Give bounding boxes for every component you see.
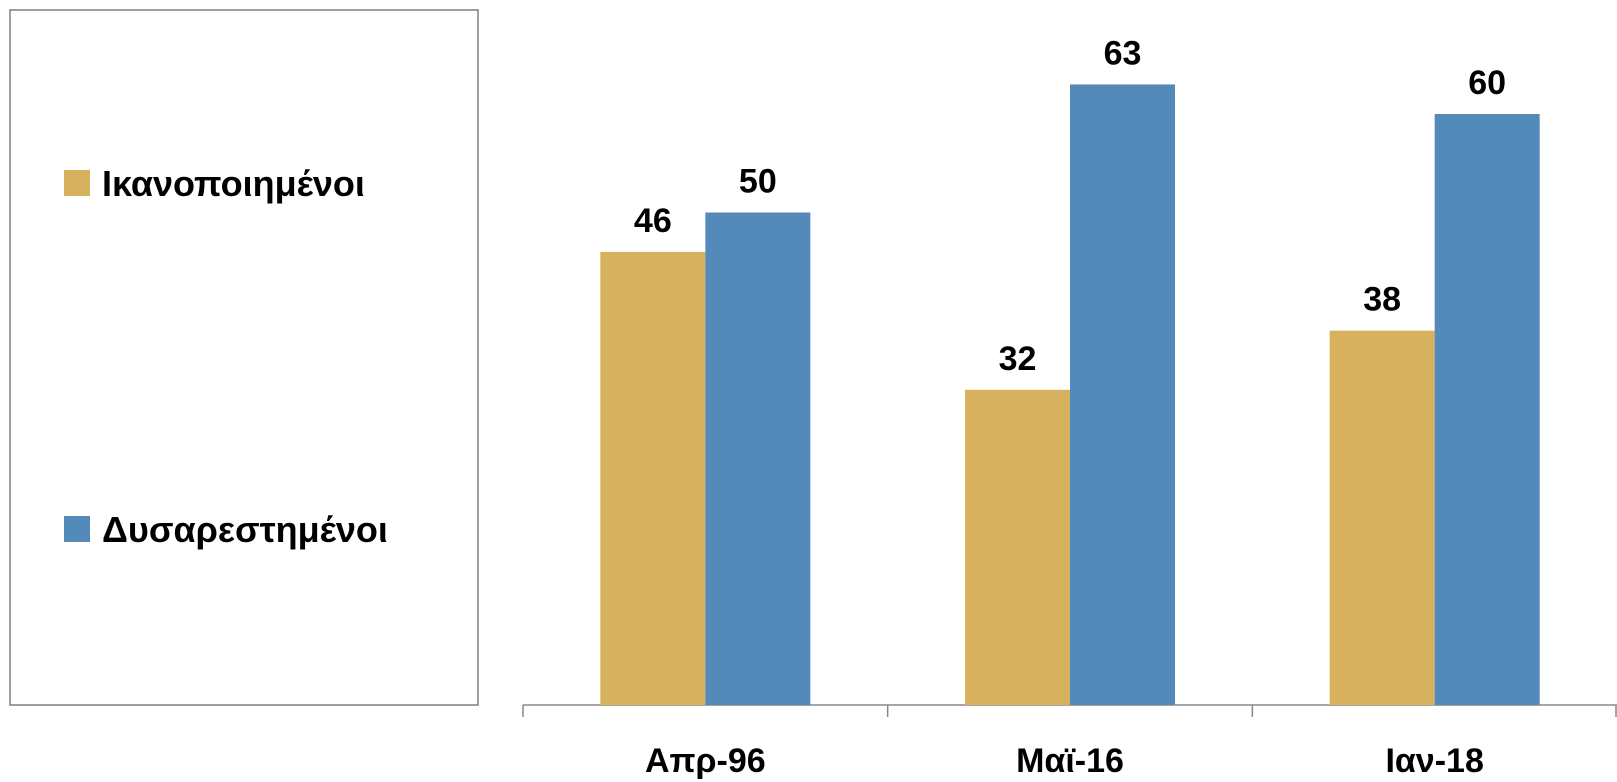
data-label-dissatisfied: 60 (1468, 64, 1506, 102)
legend-label-dissatisfied: Δυσαρεστημένοι (102, 509, 388, 550)
bar-satisfied (600, 251, 706, 705)
legend-label-satisfied: Ικανοποιημένοι (102, 163, 365, 204)
data-label-dissatisfied: 63 (1104, 34, 1142, 72)
bar-satisfied (965, 389, 1070, 705)
bar-dissatisfied (705, 212, 811, 705)
x-tick-label: Απρ-96 (645, 742, 766, 780)
data-label-dissatisfied: 50 (739, 163, 777, 201)
plot-area: 46 50 Απρ-96 32 63 Μαϊ-16 38 60 Ιαν-18 (522, 34, 1617, 780)
legend: Ικανοποιημένοι Δυσαρεστημένοι (9, 9, 479, 706)
data-label-satisfied: 46 (634, 202, 672, 240)
legend-box (9, 9, 479, 706)
x-tick-label: Μαϊ-16 (1016, 742, 1124, 780)
bar-satisfied (1329, 330, 1435, 705)
bar-dissatisfied (1070, 84, 1175, 705)
legend-swatch-satisfied (64, 170, 90, 196)
bar-dissatisfied (1434, 114, 1540, 705)
data-label-satisfied: 32 (999, 340, 1037, 378)
x-tick-label: Ιαν-18 (1385, 742, 1483, 780)
legend-swatch-dissatisfied (64, 516, 90, 542)
data-label-satisfied: 38 (1363, 281, 1401, 319)
